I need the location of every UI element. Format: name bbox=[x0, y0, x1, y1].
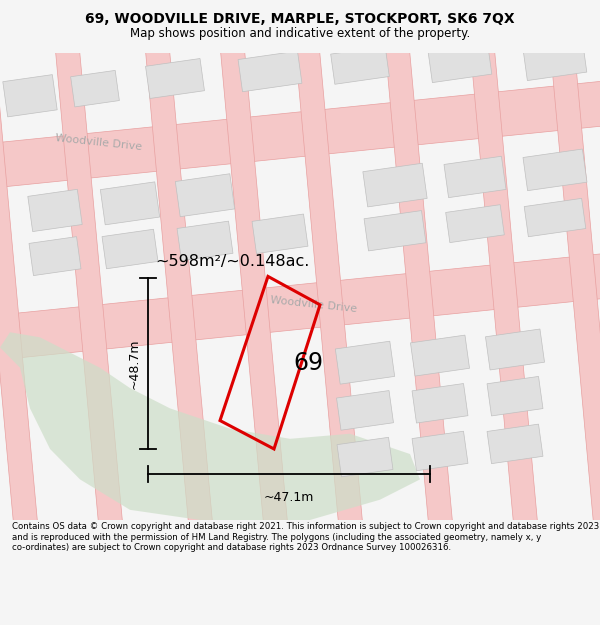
Polygon shape bbox=[331, 46, 389, 84]
Text: 69: 69 bbox=[293, 351, 323, 374]
Polygon shape bbox=[337, 438, 393, 477]
Polygon shape bbox=[337, 391, 394, 430]
Polygon shape bbox=[523, 42, 587, 81]
Polygon shape bbox=[487, 424, 543, 464]
Polygon shape bbox=[218, 21, 290, 552]
Polygon shape bbox=[100, 182, 160, 225]
Polygon shape bbox=[102, 229, 158, 269]
Polygon shape bbox=[252, 214, 308, 254]
Polygon shape bbox=[485, 329, 545, 370]
Polygon shape bbox=[364, 211, 426, 251]
Polygon shape bbox=[412, 384, 468, 423]
Polygon shape bbox=[28, 189, 82, 231]
Polygon shape bbox=[53, 21, 125, 552]
Polygon shape bbox=[335, 341, 395, 384]
Polygon shape bbox=[146, 59, 205, 99]
Polygon shape bbox=[0, 249, 600, 364]
Text: Contains OS data © Crown copyright and database right 2021. This information is : Contains OS data © Crown copyright and d… bbox=[12, 522, 599, 552]
Polygon shape bbox=[293, 21, 365, 552]
Polygon shape bbox=[412, 431, 468, 471]
Text: ~48.7m: ~48.7m bbox=[128, 339, 140, 389]
Polygon shape bbox=[175, 174, 235, 217]
Text: Woodville Drive: Woodville Drive bbox=[55, 133, 143, 152]
Polygon shape bbox=[29, 237, 81, 276]
Polygon shape bbox=[410, 335, 470, 376]
Polygon shape bbox=[487, 376, 543, 416]
Polygon shape bbox=[524, 198, 586, 237]
Polygon shape bbox=[548, 21, 600, 552]
Polygon shape bbox=[428, 44, 492, 82]
Polygon shape bbox=[363, 163, 427, 207]
Polygon shape bbox=[238, 51, 302, 92]
Polygon shape bbox=[446, 204, 505, 242]
Polygon shape bbox=[143, 21, 215, 552]
Text: Map shows position and indicative extent of the property.: Map shows position and indicative extent… bbox=[130, 27, 470, 40]
Text: ~47.1m: ~47.1m bbox=[264, 491, 314, 504]
Polygon shape bbox=[0, 77, 600, 192]
Polygon shape bbox=[468, 21, 540, 552]
Text: Woodville Drive: Woodville Drive bbox=[270, 295, 358, 314]
Polygon shape bbox=[3, 74, 57, 117]
Polygon shape bbox=[383, 21, 455, 552]
Polygon shape bbox=[177, 221, 233, 261]
Text: ~598m²/~0.148ac.: ~598m²/~0.148ac. bbox=[155, 254, 310, 269]
Polygon shape bbox=[523, 149, 587, 191]
Polygon shape bbox=[0, 332, 420, 520]
Polygon shape bbox=[71, 71, 119, 107]
Polygon shape bbox=[444, 156, 506, 198]
Polygon shape bbox=[0, 21, 40, 552]
Text: 69, WOODVILLE DRIVE, MARPLE, STOCKPORT, SK6 7QX: 69, WOODVILLE DRIVE, MARPLE, STOCKPORT, … bbox=[85, 12, 515, 26]
